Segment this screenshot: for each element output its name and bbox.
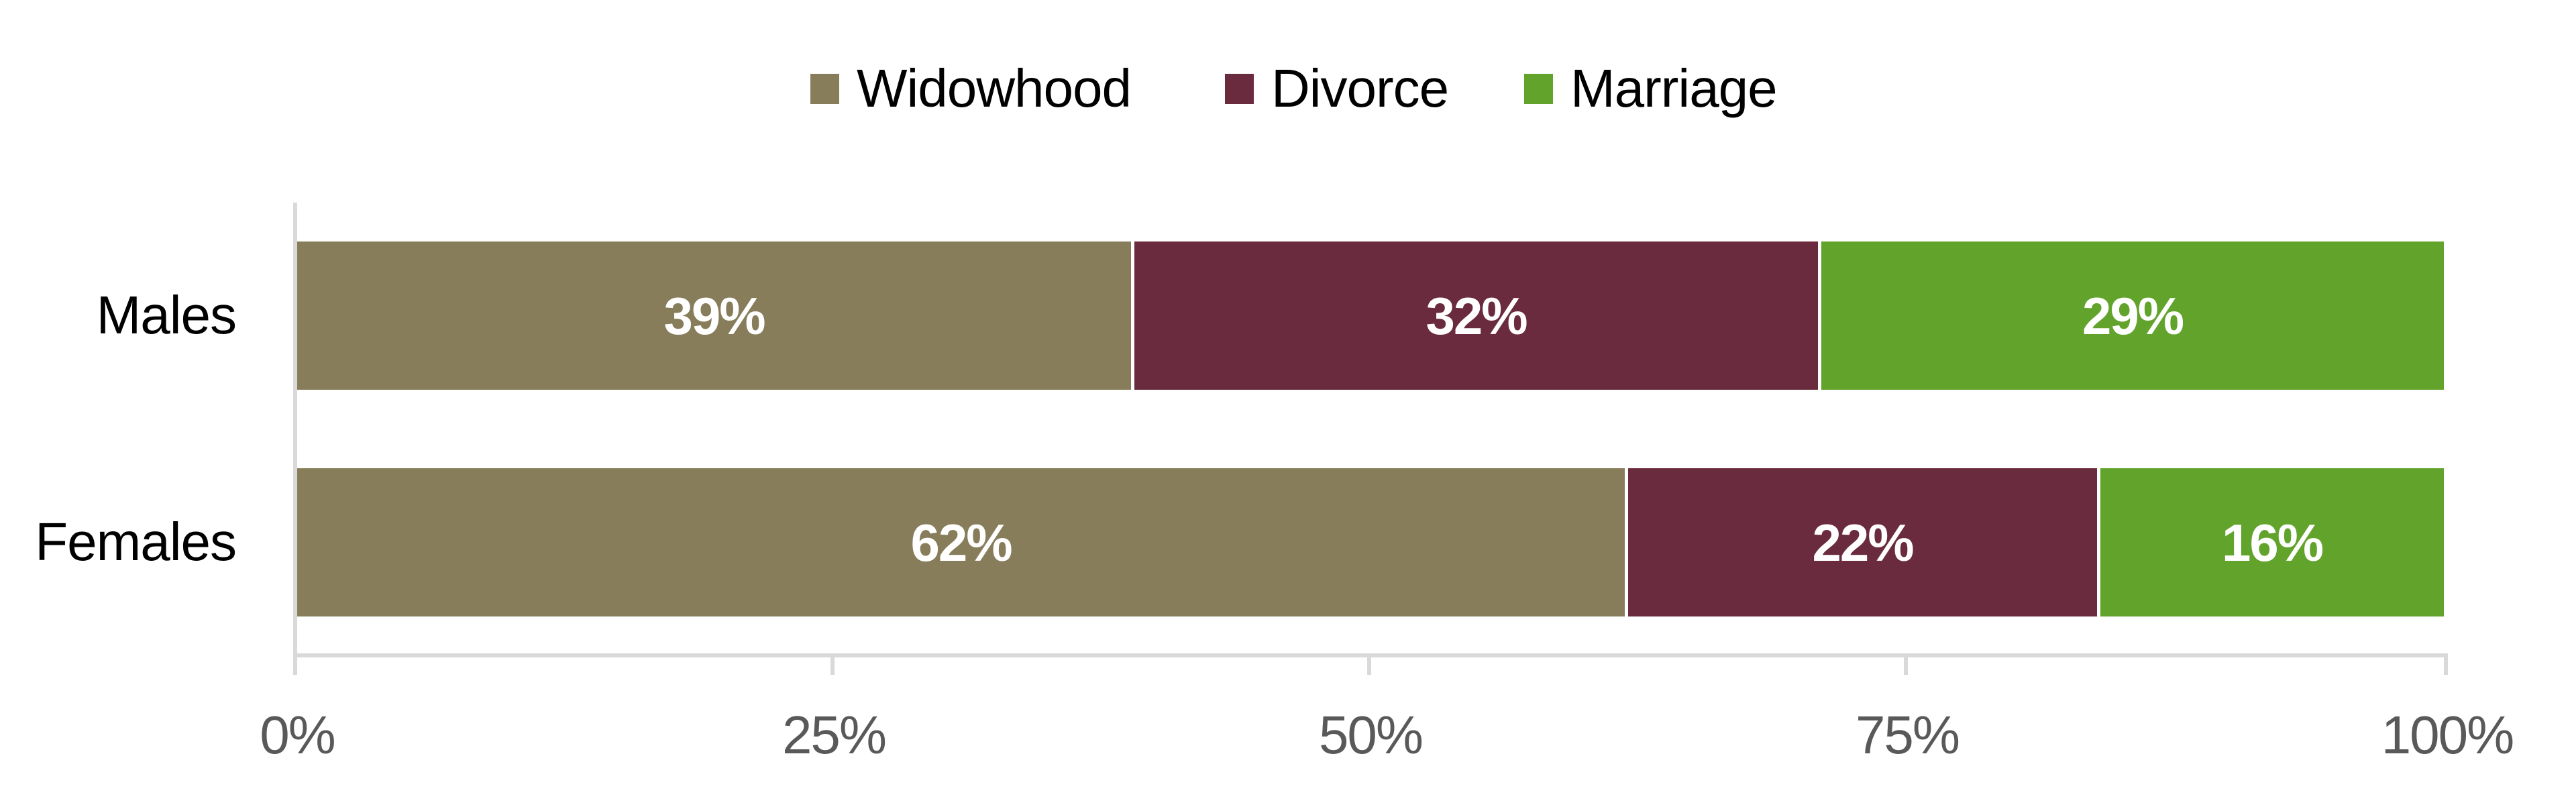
- segment-males-widowhood: 39%: [297, 241, 1134, 390]
- x-tick-label-100: 100%: [2381, 705, 2515, 765]
- legend-swatch-marriage: [1524, 73, 1553, 104]
- segment-females-marriage: 16%: [2100, 468, 2444, 616]
- segment-males-marriage: 29%: [1821, 241, 2444, 390]
- segment-males-divorce: 32%: [1134, 241, 1821, 390]
- legend-swatch-divorce: [1225, 73, 1254, 104]
- segment-females-divorce: 22%: [1628, 468, 2100, 616]
- legend-swatch-widowhood: [810, 73, 839, 104]
- segment-females-widowhood: 62%: [297, 468, 1628, 616]
- legend-label-marriage: Marriage: [1570, 58, 1778, 118]
- x-tick-75: [1904, 653, 1908, 675]
- x-tick-label-25: 25%: [782, 705, 887, 765]
- x-tick-label-75: 75%: [1855, 705, 1960, 765]
- x-tick-label-0: 0%: [260, 705, 336, 765]
- data-label: 22%: [1812, 513, 1914, 572]
- y-axis-line: [293, 203, 297, 675]
- legend-item-divorce: Divorce: [1225, 56, 1449, 121]
- x-tick-0: [293, 653, 297, 675]
- legend-label-divorce: Divorce: [1271, 58, 1449, 118]
- legend-item-marriage: Marriage: [1524, 56, 1778, 121]
- legend-item-widowhood: Widowhood: [810, 56, 1132, 121]
- data-label: 32%: [1426, 286, 1527, 345]
- data-label: 39%: [663, 286, 765, 345]
- x-tick-100: [2444, 653, 2448, 675]
- data-label: 16%: [2221, 513, 2324, 572]
- bar-females: 62% 22% 16%: [297, 468, 2444, 616]
- category-label-females: Females: [35, 512, 237, 572]
- legend-label-widowhood: Widowhood: [857, 58, 1132, 118]
- bar-males: 39% 32% 29%: [297, 241, 2444, 390]
- data-label: 62%: [910, 513, 1012, 572]
- data-label: 29%: [2082, 286, 2184, 345]
- x-tick-50: [1367, 653, 1371, 675]
- x-tick-label-50: 50%: [1318, 705, 1424, 765]
- x-tick-25: [830, 653, 835, 675]
- category-label-males: Males: [96, 285, 237, 345]
- chart-legend: Widowhood Divorce Marriage: [0, 56, 2576, 121]
